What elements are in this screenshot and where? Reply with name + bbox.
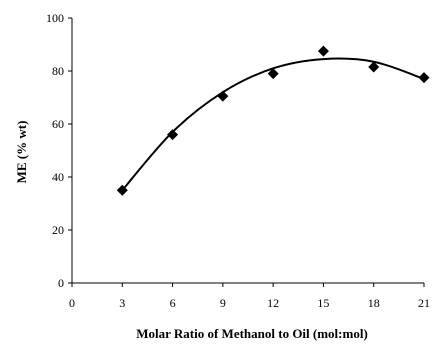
data-point — [418, 72, 430, 84]
y-tick-label: 20 — [52, 223, 64, 237]
x-tick-label: 0 — [69, 296, 75, 310]
x-axis-ticks: 0 3 6 9 12 15 18 21 — [69, 283, 430, 310]
x-tick-label: 21 — [418, 296, 430, 310]
y-axis-ticks: 0 20 40 60 80 100 — [46, 11, 72, 290]
y-tick-label: 40 — [52, 170, 64, 184]
y-tick-label: 60 — [52, 117, 64, 131]
x-axis-title: Molar Ratio of Methanol to Oil (mol:mol) — [136, 326, 368, 341]
x-tick-label: 9 — [220, 296, 226, 310]
x-tick-label: 15 — [317, 296, 329, 310]
data-points — [116, 45, 430, 196]
data-point — [368, 61, 380, 73]
y-tick-label: 0 — [58, 276, 64, 290]
y-axis-title: ME (% wt) — [14, 121, 29, 184]
x-tick-label: 6 — [170, 296, 176, 310]
x-tick-label: 18 — [368, 296, 380, 310]
data-point — [217, 90, 229, 102]
axes — [71, 18, 424, 284]
x-tick-label: 3 — [119, 296, 125, 310]
y-tick-label: 100 — [46, 11, 64, 25]
data-point — [317, 45, 329, 57]
data-point — [116, 184, 128, 196]
y-tick-label: 80 — [52, 64, 64, 78]
data-point — [167, 129, 179, 141]
data-point — [267, 68, 279, 80]
x-tick-label: 12 — [267, 296, 279, 310]
